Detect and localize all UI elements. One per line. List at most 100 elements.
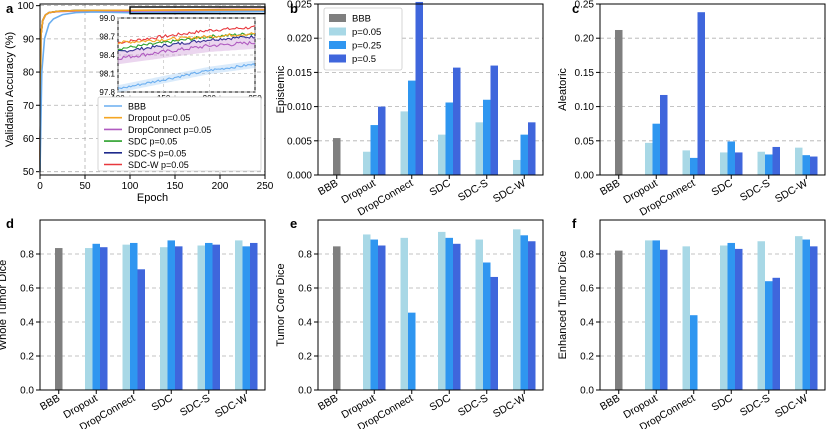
bar-SDC-S-p=0.05 bbox=[757, 151, 765, 175]
bar-SDC-W-p=0.25 bbox=[242, 246, 250, 390]
axes-frame bbox=[317, 3, 544, 176]
x-tick-label: 150 bbox=[167, 181, 184, 192]
bar-SDC-W-p=0.05 bbox=[795, 147, 803, 175]
bar-Dropout-p=0.05 bbox=[363, 234, 371, 390]
y-tick-label: 0.4 bbox=[580, 318, 594, 329]
bar-SDC-p=0.05 bbox=[160, 247, 168, 390]
bar-DropConnect-p=0.5 bbox=[137, 269, 145, 390]
bar-Dropout-p=0.25 bbox=[652, 123, 660, 175]
y-tick-label: 0.2 bbox=[298, 352, 312, 363]
bar-SDC-S-p=0.05 bbox=[757, 241, 765, 390]
bar-SDC-S-p=0.25 bbox=[483, 99, 491, 175]
bar-SDC-W-p=0.5 bbox=[528, 122, 536, 175]
panel-letter: d bbox=[6, 216, 14, 231]
y-tick-label: 0.8 bbox=[298, 250, 312, 261]
x-tick-label: BBB bbox=[316, 177, 340, 198]
x-tick-label: BBB bbox=[38, 392, 62, 413]
y-tick-label: 50 bbox=[23, 167, 35, 178]
x-tick-label: SDC bbox=[428, 392, 454, 414]
y-tick-label: 0.010 bbox=[287, 102, 312, 113]
bar-SDC-W-p=0.05 bbox=[513, 229, 521, 390]
panel-letter: f bbox=[572, 216, 577, 231]
legend-box bbox=[97, 96, 262, 172]
y-tick-label: 0.00 bbox=[575, 171, 595, 182]
legend-label: Dropout p=0.05 bbox=[128, 113, 190, 123]
axes-frame bbox=[599, 3, 826, 176]
bar-SDC-p=0.5 bbox=[735, 248, 743, 390]
x-tick-label: BBB bbox=[598, 177, 622, 198]
bar-DropConnect-p=0.25 bbox=[130, 242, 138, 390]
bar-Dropout-p=0.5 bbox=[660, 249, 668, 390]
legend-label: BBB bbox=[352, 14, 371, 25]
inset-y-tick-label: 98.1 bbox=[99, 70, 115, 79]
x-tick-label: SDC-S bbox=[738, 177, 772, 204]
bar-DropConnect-p=0.05 bbox=[682, 246, 690, 390]
y-tick-label: 0.05 bbox=[575, 136, 595, 147]
bar-SDC-W-p=0.25 bbox=[802, 239, 810, 390]
inset-series-line bbox=[117, 25, 256, 45]
bar-SDC-W-p=0.5 bbox=[810, 246, 818, 390]
panel-letter: c bbox=[572, 1, 579, 16]
series-line bbox=[39, 9, 266, 172]
x-tick-label: BBB bbox=[316, 392, 340, 413]
y-tick-label: 0.000 bbox=[287, 171, 312, 182]
bar-SDC-S-p=0.25 bbox=[765, 154, 773, 175]
bar-SDC-p=0.5 bbox=[735, 152, 743, 175]
legend-swatch bbox=[329, 54, 346, 63]
x-tick-label: 250 bbox=[257, 181, 274, 192]
x-tick-label: SDC-S bbox=[738, 392, 772, 419]
bar-DropConnect-p=0.05 bbox=[682, 150, 690, 175]
y-tick-label: 0.8 bbox=[20, 250, 34, 261]
axes-frame bbox=[39, 219, 266, 391]
bar-SDC-p=0.5 bbox=[453, 67, 461, 175]
y-axis-label: Tumor Core Dice bbox=[275, 263, 287, 346]
inset-y-tick-label: 97.8 bbox=[99, 88, 115, 97]
inset-y-tick-label: 98.4 bbox=[99, 51, 115, 60]
y-tick-label: 0.020 bbox=[287, 34, 312, 45]
bar-SDC-W-p=0.05 bbox=[235, 240, 243, 390]
legend-swatch bbox=[329, 14, 346, 22]
y-tick-label: 70 bbox=[23, 101, 35, 112]
axes-frame bbox=[599, 219, 826, 391]
y-tick-label: 0.4 bbox=[20, 318, 34, 329]
bar-SDC-W-p=0.25 bbox=[802, 155, 810, 175]
y-tick-label: 0.6 bbox=[20, 284, 34, 295]
y-tick-label: 0.0 bbox=[298, 386, 312, 397]
bar-SDC-p=0.05 bbox=[438, 231, 446, 390]
bar-BBB-BBB bbox=[615, 29, 623, 175]
bar-Dropout-p=0.25 bbox=[652, 240, 660, 390]
bar-BBB-BBB bbox=[333, 138, 341, 175]
y-tick-label: 0.20 bbox=[575, 34, 595, 45]
x-tick-label: 0 bbox=[37, 181, 43, 192]
y-tick-label: 0.2 bbox=[20, 352, 34, 363]
y-axis-label: Validation Accuracy (%) bbox=[4, 32, 16, 147]
x-tick-label: 50 bbox=[79, 181, 91, 192]
bar-DropConnect-p=0.25 bbox=[690, 157, 698, 175]
legend-swatch bbox=[329, 27, 346, 36]
series-line bbox=[39, 10, 266, 172]
y-tick-label: 0.15 bbox=[575, 68, 595, 79]
x-tick-label: SDC-S bbox=[178, 392, 212, 419]
x-tick-label: BBB bbox=[598, 392, 622, 413]
bar-Dropout-p=0.05 bbox=[363, 151, 371, 175]
bar-Dropout-p=0.5 bbox=[378, 106, 386, 175]
y-tick-label: 0.2 bbox=[580, 352, 594, 363]
x-tick-label: SDC-W bbox=[773, 177, 810, 205]
bar-Dropout-p=0.25 bbox=[370, 239, 378, 390]
bar-Dropout-p=0.05 bbox=[645, 142, 653, 175]
bar-SDC-p=0.5 bbox=[175, 246, 183, 390]
x-tick-label: SDC-W bbox=[491, 392, 528, 420]
bar-SDC-W-p=0.5 bbox=[528, 241, 536, 390]
bar-SDC-W-p=0.25 bbox=[520, 235, 528, 390]
bar-DropConnect-p=0.5 bbox=[415, 1, 423, 176]
y-tick-label: 0.8 bbox=[580, 250, 594, 261]
bar-SDC-p=0.5 bbox=[453, 243, 461, 390]
bar-SDC-S-p=0.5 bbox=[212, 244, 220, 390]
bar-SDC-S-p=0.5 bbox=[490, 65, 498, 175]
y-tick-label: 0.0 bbox=[20, 386, 34, 397]
